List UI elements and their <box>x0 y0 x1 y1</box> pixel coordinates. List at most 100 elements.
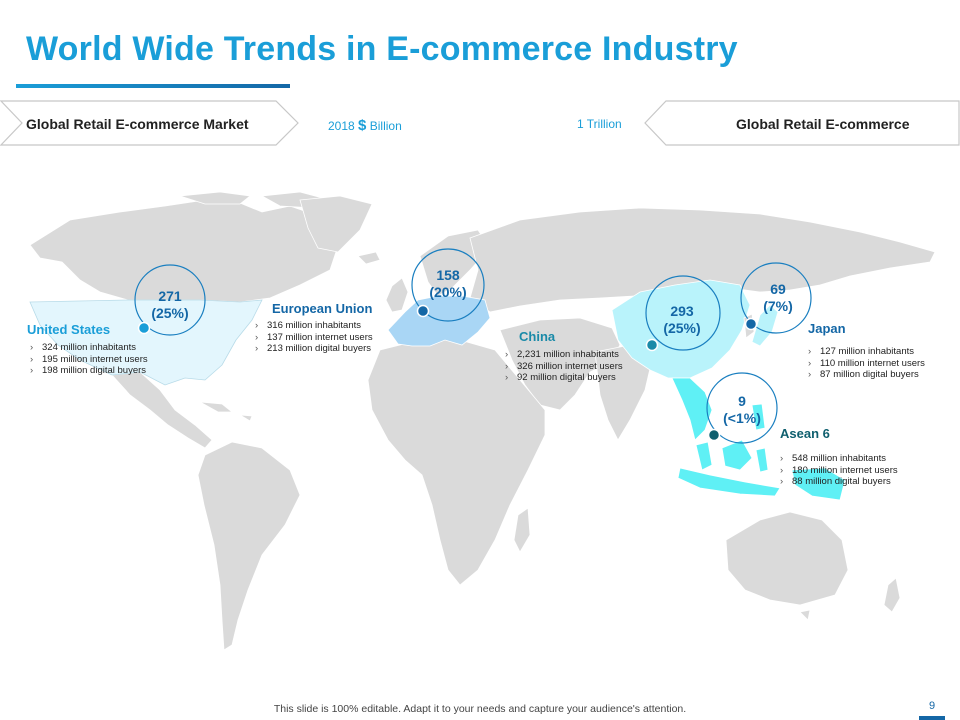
eu-bubble-circle <box>411 248 485 322</box>
japan-pin <box>744 317 758 331</box>
us-stat-item: › 324 million inhabitants <box>30 342 148 354</box>
us-value: 271 <box>158 288 182 304</box>
japan-bubble-circle <box>740 262 812 334</box>
page-number: 9 <box>928 700 936 712</box>
us-pin <box>137 321 151 335</box>
eu-stat-item: › 213 million digital buyers <box>255 343 373 355</box>
stat-text: 110 million internet users <box>820 357 925 369</box>
landmass-tasmania <box>799 609 811 621</box>
china-stats: › 2,231 million inhabitants › 326 million … <box>505 349 623 384</box>
stat-text: 316 million inhabitants <box>267 320 362 331</box>
bullet-chevron-icon: › <box>255 331 259 343</box>
china-region-name: China <box>519 329 556 344</box>
bullet-chevron-icon: › <box>30 353 34 365</box>
stat-text: 326 million internet users <box>517 360 623 372</box>
banner-right-label: Global Retail E-commerce <box>736 116 910 132</box>
market-year: 2018 <box>328 119 355 133</box>
region-japan-fill <box>751 304 779 347</box>
page-number-underline <box>919 716 945 720</box>
landmass-uk <box>385 277 409 313</box>
stat-text: 324 million inhabitants <box>42 342 137 353</box>
currency-symbol: $ <box>358 117 367 134</box>
bullet-chevron-icon: › <box>30 365 34 376</box>
banner-right-shape <box>644 100 960 146</box>
banner-left: Global Retail E-commerce Market <box>0 100 300 146</box>
bullet-chevron-icon: › <box>505 349 509 360</box>
asean-bubble-circle <box>706 372 778 444</box>
japan-bubble-value: 69 (7%) <box>748 281 808 315</box>
japan-region-name: Japan <box>808 321 846 336</box>
landmass-africa <box>367 339 546 586</box>
market-unit: Billion <box>369 119 402 133</box>
japan-share: (7%) <box>763 298 793 314</box>
stat-text: 2,231 million inhabitants <box>517 349 619 360</box>
japan-stat-item: › 87 million digital buyers <box>808 369 925 381</box>
china-share: (25%) <box>663 320 701 336</box>
japan-stat-item: › 110 million internet users <box>808 358 925 370</box>
us-share: (25%) <box>151 305 189 321</box>
eu-region-name: European Union <box>272 301 373 316</box>
asean-stat-item: › 88 million digital buyers <box>780 476 898 488</box>
eu-bubble-value: 158 (20%) <box>418 267 478 301</box>
landmass-iceland <box>357 251 381 265</box>
asean-region-name: Asean 6 <box>780 426 830 441</box>
asean-stats: › 548 million inhabitants › 180 million in… <box>780 453 898 488</box>
asean-share: (<1%) <box>723 410 761 426</box>
us-bubble-circle <box>134 264 206 336</box>
japan-stats: › 127 million inhabitants › 110 million in… <box>808 346 925 381</box>
landmass-madagascar <box>513 507 531 553</box>
landmass-south-america <box>197 441 301 651</box>
stat-text: 213 million digital buyers <box>267 343 372 354</box>
stat-text: 87 million digital buyers <box>820 369 919 380</box>
china-stat-item: › 2,231 million inhabitants <box>505 349 623 361</box>
eu-value: 158 <box>436 267 460 283</box>
china-bubble-value: 293 (25%) <box>652 303 712 337</box>
market-total: 1 Trillion <box>577 117 622 131</box>
stat-text: 180 million internet users <box>792 464 898 476</box>
us-region-name: United States <box>27 322 111 337</box>
landmass-middle-east <box>499 317 621 411</box>
stat-text: 198 million digital buyers <box>42 365 147 376</box>
china-pin <box>645 338 659 352</box>
bullet-chevron-icon: › <box>780 453 784 464</box>
us-stat-item: › 195 million internet users <box>30 354 148 366</box>
asean-stat-item: › 548 million inhabitants <box>780 453 898 465</box>
page-title: World Wide Trends in E-commerce Industry <box>26 30 738 68</box>
bullet-chevron-icon: › <box>808 346 812 357</box>
title-underline <box>16 84 290 88</box>
bullet-chevron-icon: › <box>780 464 784 476</box>
landmass-central-america <box>111 371 213 449</box>
market-year-unit: 2018 $ Billion <box>328 117 402 134</box>
stat-text: 548 million inhabitants <box>792 453 887 464</box>
region-us-fill <box>29 299 263 386</box>
stat-text: 88 million digital buyers <box>792 476 891 487</box>
asean-pin <box>707 428 721 442</box>
eu-stat-item: › 137 million internet users <box>255 332 373 344</box>
stat-text: 137 million internet users <box>267 331 373 343</box>
landmass-caribbean <box>199 401 253 422</box>
bullet-chevron-icon: › <box>255 320 259 331</box>
bullet-chevron-icon: › <box>780 476 784 487</box>
japan-value: 69 <box>770 281 786 297</box>
asean-bubble-value: 9 (<1%) <box>712 393 772 427</box>
eu-share: (20%) <box>429 284 467 300</box>
landmass-north-america-north <box>29 199 341 303</box>
eu-stat-item: › 316 million inhabitants <box>255 320 373 332</box>
us-stat-item: › 198 million digital buyers <box>30 365 148 377</box>
bullet-chevron-icon: › <box>808 357 812 369</box>
stat-text: 92 million digital buyers <box>517 372 616 383</box>
eu-pin <box>416 304 430 318</box>
china-stat-item: › 326 million internet users <box>505 361 623 373</box>
asean-stat-item: › 180 million internet users <box>780 465 898 477</box>
banner-right: Global Retail E-commerce <box>644 100 960 146</box>
us-stats: › 324 million inhabitants › 195 million in… <box>30 342 148 377</box>
footer-note: This slide is 100% editable. Adapt it to… <box>273 703 687 715</box>
banner-left-label: Global Retail E-commerce Market <box>26 116 249 132</box>
region-asean-fill <box>671 377 846 501</box>
landmass-greenland <box>299 195 373 253</box>
stat-text: 195 million internet users <box>42 353 148 365</box>
stat-text: 127 million inhabitants <box>820 346 915 357</box>
bullet-chevron-icon: › <box>808 369 812 380</box>
world-map <box>29 191 936 651</box>
china-value: 293 <box>670 303 694 319</box>
